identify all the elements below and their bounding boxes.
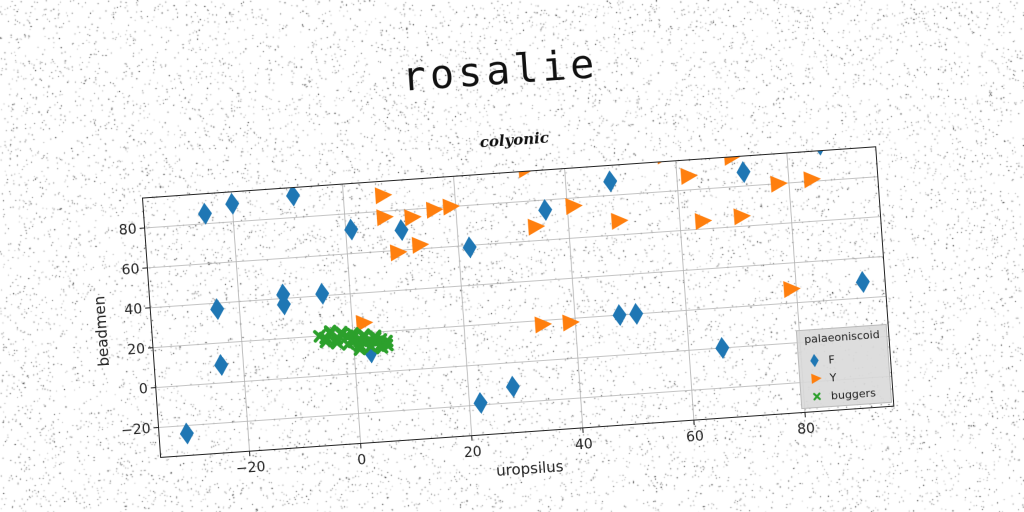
x-tick-label: 20: [463, 444, 482, 461]
y-tick-label: 80: [118, 222, 137, 239]
point-f: [855, 271, 870, 293]
point-y: [733, 208, 751, 226]
point-y: [672, 146, 691, 156]
point-y: [355, 314, 374, 332]
legend-box: [795, 323, 893, 410]
point-f: [573, 146, 588, 163]
chart-grid: [144, 152, 892, 452]
point-f: [538, 199, 553, 221]
x-tick-label: 40: [575, 436, 594, 453]
point-y: [803, 171, 821, 189]
point-buggers: [323, 324, 337, 338]
point-y: [783, 281, 801, 299]
data-points: [179, 146, 870, 445]
point-f: [225, 192, 240, 215]
point-f: [344, 218, 359, 241]
point-buggers: [368, 329, 382, 343]
legend-label-y: Y: [828, 371, 837, 385]
legend-title: palaeoniscoid: [804, 328, 880, 346]
point-f: [286, 184, 301, 207]
point-f: [214, 354, 229, 376]
legend-label-buggers: buggers: [831, 386, 877, 402]
y-tick-label: 0: [138, 381, 148, 398]
point-y: [442, 198, 461, 216]
point-buggers: [353, 342, 367, 356]
point-f: [210, 298, 225, 321]
x-axis-label: uropsilus: [496, 457, 565, 480]
legend-marker-f: [810, 353, 819, 368]
point-y: [425, 201, 444, 219]
point-y: [411, 236, 430, 254]
point-y: [770, 175, 788, 193]
point-buggers: [335, 325, 349, 340]
point-y: [389, 244, 408, 262]
point-f: [473, 391, 488, 414]
y-gridline: [150, 256, 884, 309]
point-y: [534, 316, 553, 334]
point-y: [376, 209, 394, 227]
point-f: [612, 304, 627, 327]
point-buggers: [346, 327, 360, 341]
x-tick-label: 80: [797, 421, 816, 438]
chart-subtitle: colyonic: [479, 129, 549, 152]
y-gridline: [144, 176, 878, 229]
x-tick-label: 60: [686, 428, 705, 445]
y-tick-label: 60: [121, 261, 140, 278]
plot-frame: [141, 146, 895, 458]
y-gridline: [155, 335, 889, 388]
y-gridline: [152, 296, 887, 349]
y-gridline: [147, 216, 881, 269]
point-y: [565, 198, 583, 216]
point-f: [629, 302, 644, 325]
point-y: [680, 167, 698, 185]
point-buggers: [341, 337, 355, 351]
point-buggers: [357, 328, 371, 342]
point-f: [715, 337, 730, 359]
point-f: [812, 146, 827, 156]
x-gridline: [342, 184, 361, 444]
x-tick-label: 0: [357, 452, 367, 469]
point-y: [404, 209, 422, 227]
point-y: [562, 314, 580, 332]
point-f: [736, 161, 751, 184]
point-f: [276, 283, 291, 306]
y-tick-label: 20: [127, 341, 146, 358]
point-f: [315, 282, 330, 305]
y-axis-label: beadmen: [90, 295, 113, 367]
point-f: [394, 219, 409, 242]
point-buggers: [330, 336, 344, 350]
point-y: [374, 187, 393, 205]
point-f: [505, 375, 520, 398]
point-y: [527, 218, 546, 236]
x-tick-label: −20: [235, 459, 266, 477]
point-y: [610, 212, 629, 230]
scatter-chart: colyonic −20 0 20 40 60 80 −20 0 20 40 60 80 uropsi…: [90, 101, 910, 485]
y-gridline: [158, 375, 892, 428]
point-f: [462, 236, 477, 259]
x-gridline: [230, 191, 250, 452]
point-f: [179, 422, 194, 445]
point-y: [694, 213, 713, 231]
point-buggers: [319, 335, 333, 349]
y-tick-label: 40: [124, 301, 143, 318]
point-y: [518, 161, 536, 179]
legend-marker-buggers: [813, 392, 821, 401]
axis-ticks: −20 0 20 40 60 80 −20 0 20 40 60 80: [118, 222, 816, 478]
x-gridline: [453, 176, 473, 436]
legend-marker-y: [811, 373, 822, 384]
point-y: [661, 146, 680, 159]
y-tick-label: −20: [121, 421, 152, 439]
point-f: [198, 202, 212, 225]
x-gridline: [675, 160, 695, 421]
legend-label-f: F: [828, 353, 835, 366]
point-buggers: [375, 341, 389, 355]
point-f: [603, 170, 618, 193]
chart-svg: colyonic −20 0 20 40 60 80 −20 0 20 40 60 80 uropsi…: [90, 129, 895, 480]
